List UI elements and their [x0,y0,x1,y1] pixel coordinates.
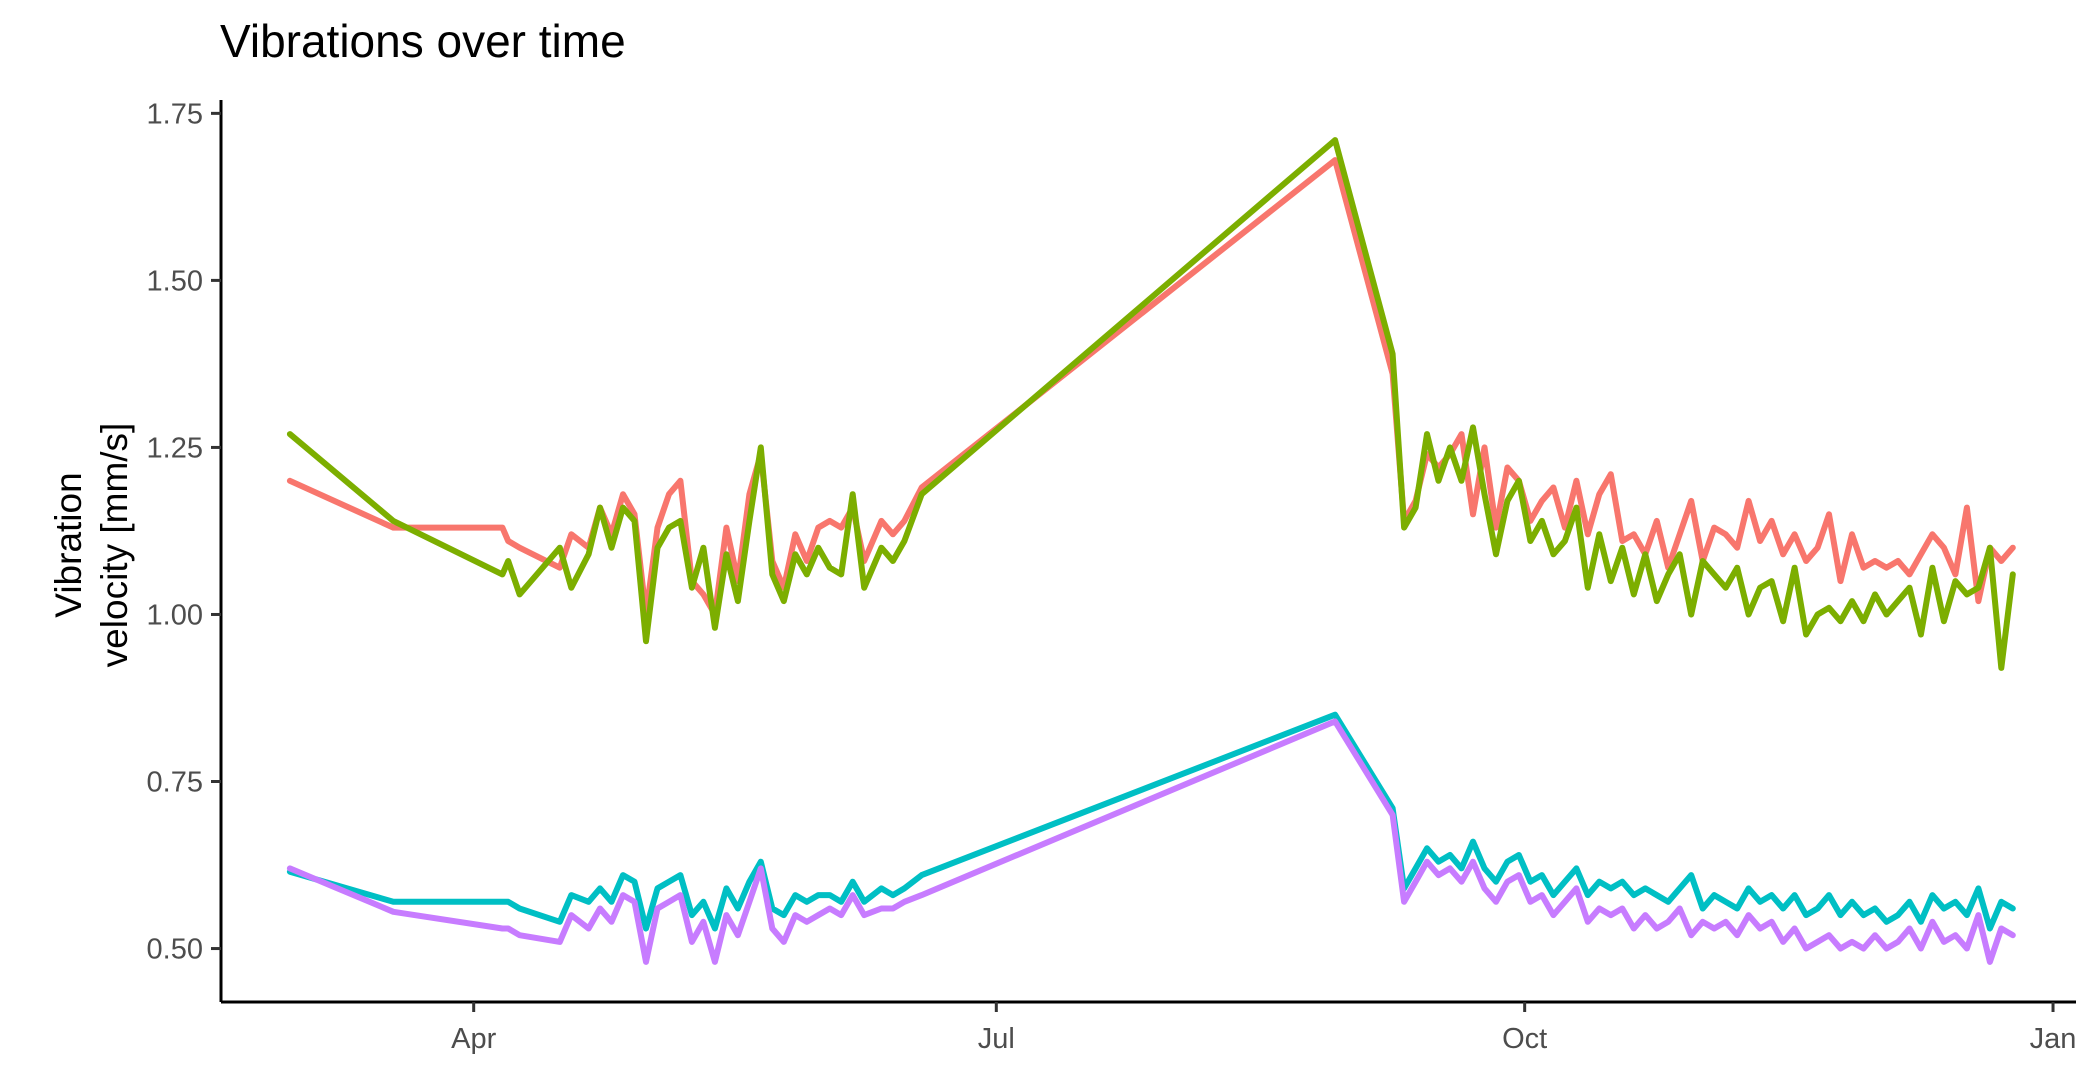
x-tick-label: Jan [2030,1023,2077,1055]
y-tick-label: 0.75 [147,767,203,799]
x-tick-label: Oct [1502,1023,1547,1055]
x-tick-label: Apr [451,1023,496,1055]
series-line-4 [286,718,2016,965]
y-axis-title-line: Vibration [48,472,89,617]
x-tick-label: Jul [978,1023,1015,1055]
series-layer [286,137,2016,965]
chart-title: Vibrations over time [220,15,626,67]
y-tick-label: 1.75 [147,98,203,130]
series-line-2 [286,137,2016,671]
y-axis-title-line: velocity [mm/s] [94,423,135,668]
y-tick-label: 1.25 [147,432,203,464]
y-axis-title: Vibration velocity [mm/s] [48,423,135,668]
series-line-1 [286,157,2016,618]
y-tick-label: 1.00 [147,599,203,631]
x-axis-ticks: Apr Jul Oct Jan [451,1002,2076,1055]
y-tick-label: 0.50 [147,934,203,966]
series-line-3 [286,711,2016,932]
y-tick-label: 1.50 [147,265,203,297]
y-axis-ticks: 0.50 0.75 1.00 1.25 1.50 1.75 [147,98,221,966]
